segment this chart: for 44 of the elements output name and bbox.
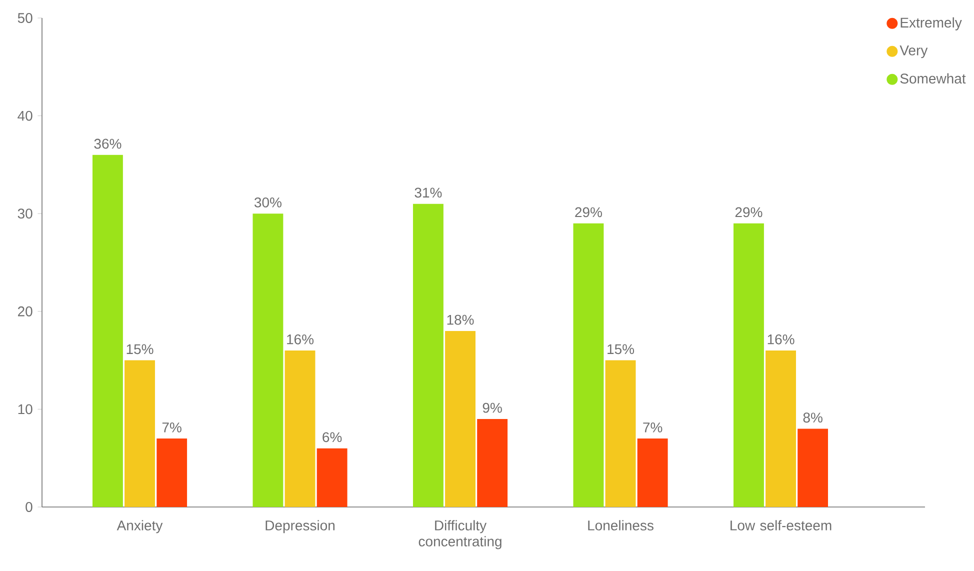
bar <box>477 418 508 507</box>
bar <box>766 350 796 507</box>
y-tick-label: 0 <box>26 502 32 512</box>
data-label: 7% <box>643 422 662 432</box>
bar <box>637 438 668 507</box>
data-label: 16% <box>768 334 794 344</box>
data-label: 29% <box>735 207 762 218</box>
bar <box>124 360 155 507</box>
x-tick-label: Anxiety <box>116 520 163 534</box>
data-label: 9% <box>482 402 502 413</box>
data-label: 7% <box>162 422 182 432</box>
legend-label: Extremely <box>900 17 962 30</box>
bar <box>573 223 604 507</box>
bar <box>316 448 348 507</box>
data-label: 8% <box>803 412 822 423</box>
data-label: 29% <box>575 207 602 218</box>
x-tick-label: Difficulty concentrating <box>418 520 502 550</box>
bar <box>798 428 828 507</box>
data-label: 15% <box>608 344 634 354</box>
x-tick-label: Loneliness <box>588 520 654 530</box>
bar <box>605 360 636 507</box>
x-tick-label: Low self-esteem <box>730 520 832 530</box>
data-label: 30% <box>254 197 282 208</box>
data-label: 18% <box>447 314 474 325</box>
y-tick-label: 50 <box>18 13 32 23</box>
y-tick-label: 40 <box>18 110 32 121</box>
bar <box>734 223 764 507</box>
data-label: 31% <box>414 188 442 198</box>
bar <box>284 350 316 507</box>
legend-label: Somewhat <box>900 73 966 84</box>
y-tick-label: 10 <box>18 404 32 414</box>
bar <box>252 214 284 507</box>
data-label: 6% <box>322 432 342 442</box>
y-tick-label: 20 <box>18 306 32 316</box>
data-label: 36% <box>94 138 122 149</box>
bar <box>92 154 123 507</box>
x-tick-label: Depression <box>266 520 335 534</box>
bar <box>412 204 444 507</box>
y-tick-label: 30 <box>18 208 32 219</box>
bar <box>156 438 188 507</box>
legend-label: Very <box>900 46 928 58</box>
bar <box>445 330 476 507</box>
data-label: 15% <box>126 344 154 354</box>
data-label: 16% <box>287 334 314 344</box>
